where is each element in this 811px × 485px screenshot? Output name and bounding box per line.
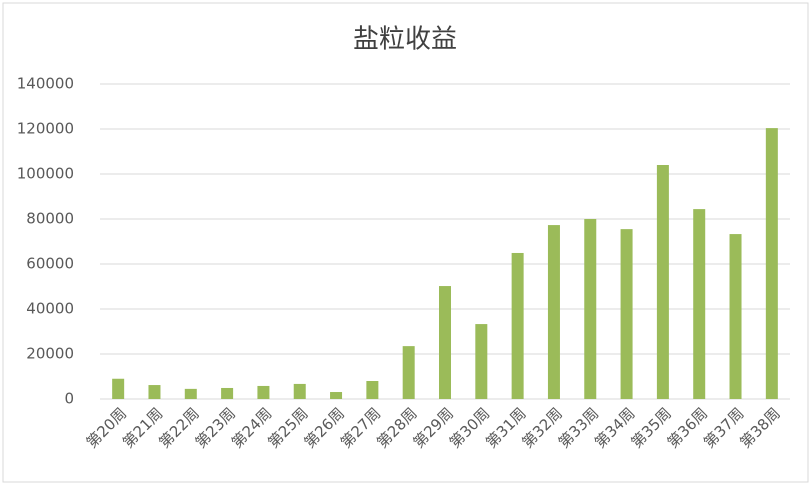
bar	[330, 392, 343, 399]
bar	[547, 225, 560, 399]
y-tick-label: 80000	[26, 210, 74, 228]
chart-title: 盐粒收益	[353, 25, 457, 55]
bar	[765, 128, 778, 399]
y-tick-label: 140000	[17, 75, 74, 93]
bar	[693, 209, 706, 399]
bar	[257, 385, 270, 399]
y-tick-label: 20000	[26, 345, 74, 363]
y-tick-label: 120000	[17, 120, 74, 138]
bar	[293, 383, 306, 399]
bar	[112, 378, 125, 399]
bar	[402, 346, 415, 399]
bar	[511, 252, 524, 399]
y-tick-label: 100000	[17, 165, 74, 183]
bar	[439, 286, 451, 399]
bar	[221, 387, 234, 399]
bar	[148, 385, 161, 399]
y-tick-label: 0	[64, 390, 74, 408]
bar	[584, 219, 597, 399]
y-tick-label: 60000	[26, 255, 74, 273]
y-tick-label: 40000	[26, 300, 74, 318]
bar	[475, 324, 488, 399]
bar	[366, 381, 379, 399]
bar	[656, 165, 669, 399]
bar	[184, 388, 197, 399]
bar	[620, 229, 633, 399]
bar	[729, 234, 742, 399]
